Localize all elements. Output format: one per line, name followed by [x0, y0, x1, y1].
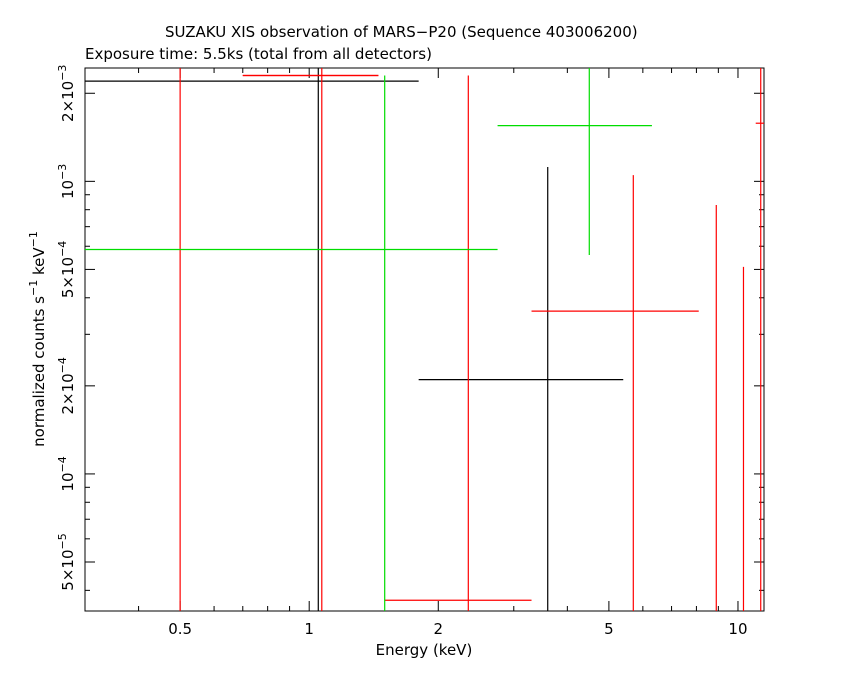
y-axis-label: normalized counts s−1 keV−1 [27, 231, 48, 447]
data-point [497, 68, 652, 256]
data-point [85, 68, 419, 611]
y-tick-label: 5×10−4 [56, 241, 77, 298]
chart-subtitle: Exposure time: 5.5ks (total from all det… [85, 45, 432, 63]
y-tick-label: 10−4 [56, 456, 77, 491]
data-point [242, 68, 379, 611]
data-point [85, 75, 498, 611]
x-tick-label: 5 [604, 620, 614, 638]
data-point [755, 68, 764, 611]
data-point [179, 68, 379, 611]
data-series [85, 68, 764, 611]
y-tick-label: 5×10−5 [56, 533, 77, 590]
data-point [531, 175, 699, 611]
x-tick-label: 1 [304, 620, 314, 638]
x-tick-label: 10 [728, 620, 747, 638]
y-tick-label: 2×10−4 [56, 357, 77, 414]
plot-frame [84, 67, 765, 612]
x-axis: 0.5 1 2 5 10 [84, 68, 748, 638]
x-tick-label: 2 [433, 620, 443, 638]
y-tick-label: 2×10−3 [56, 65, 77, 122]
x-axis-label: Energy (keV) [376, 641, 473, 659]
y-axis: 5×10−5 10−4 2×10−4 5×10−4 10−3 2×10−3 [56, 65, 764, 591]
x-tick-label: 0.5 [168, 620, 192, 638]
data-point [418, 166, 624, 611]
chart-title: SUZAKU XIS observation of MARS−P20 (Sequ… [165, 23, 638, 41]
y-tick-label: 10−3 [56, 164, 77, 199]
data-point [384, 75, 532, 611]
